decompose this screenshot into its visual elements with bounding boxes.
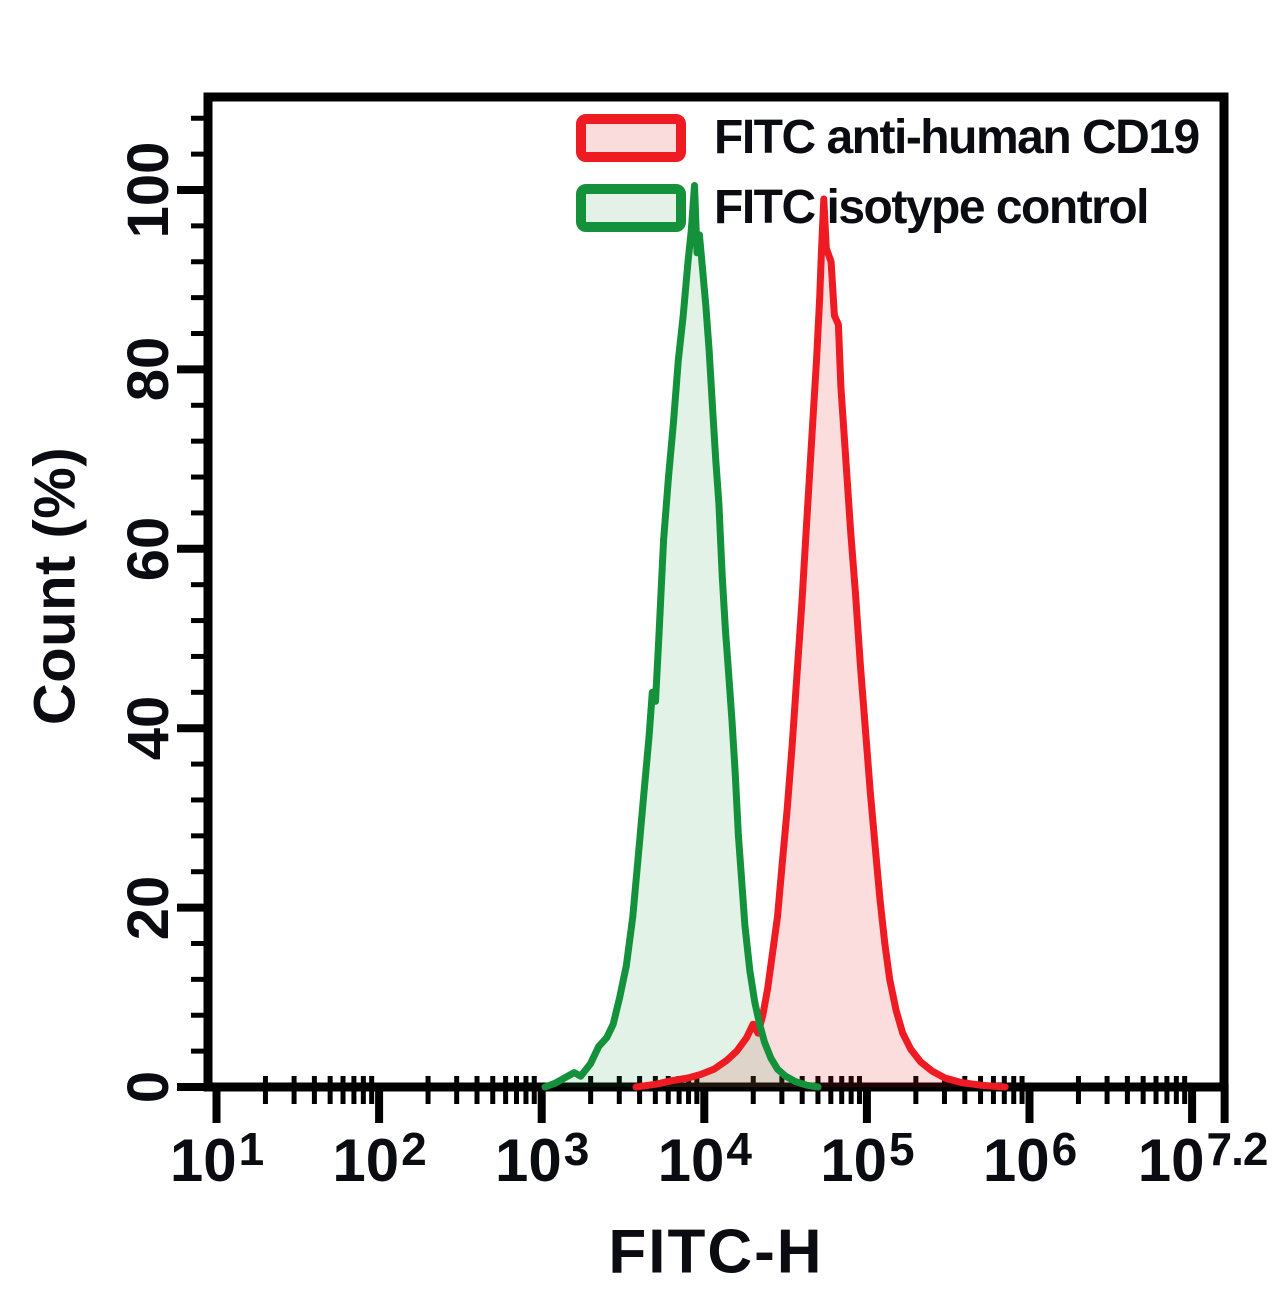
series-fills xyxy=(545,185,1006,1087)
x-tick-label: 103 xyxy=(495,1123,589,1194)
x-axis-title: FITC-H xyxy=(608,1217,824,1287)
x-tick-label: 105 xyxy=(820,1123,914,1194)
x-tick-label: 107.2 xyxy=(1137,1123,1269,1194)
plot-border xyxy=(203,92,1229,1092)
series-line-0 xyxy=(632,195,1009,1091)
series-line-1 xyxy=(541,182,822,1091)
y-tick-label: 60 xyxy=(116,516,181,582)
legend-swatch-red xyxy=(576,114,686,162)
y-tick-label: 20 xyxy=(116,875,181,940)
x-tick-label: 101 xyxy=(169,1123,264,1194)
legend-item-isotype: FITC isotype control xyxy=(576,183,1199,233)
legend-item-cd19: FITC anti-human CD19 xyxy=(576,111,1200,164)
series-fill-1 xyxy=(545,185,819,1087)
legend-label-isotype: FITC isotype control xyxy=(714,181,1150,234)
legend-label-cd19: FITC anti-human CD19 xyxy=(714,111,1200,164)
series-outlines xyxy=(541,182,1009,1091)
x-tick-label: 102 xyxy=(332,1123,426,1194)
y-tick-label: 40 xyxy=(116,695,181,761)
series-fill-0 xyxy=(636,199,1006,1087)
y-axis-title: Count (%) xyxy=(22,446,88,726)
y-tick-label: 0 xyxy=(116,1070,181,1104)
legend-swatch-green xyxy=(576,184,686,232)
legend: FITC anti-human CD19 FITC isotype contro… xyxy=(576,111,1200,233)
x-tick-label: 104 xyxy=(657,1123,752,1194)
x-tick-label: 106 xyxy=(982,1123,1077,1194)
y-tick-label: 100 xyxy=(116,141,181,239)
y-tick-label: 80 xyxy=(116,337,181,402)
